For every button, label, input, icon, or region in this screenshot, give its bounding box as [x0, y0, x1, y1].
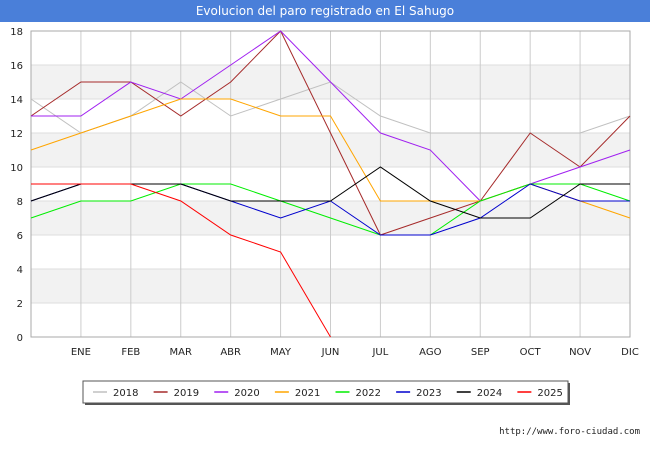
legend-label-2021: 2021 [295, 388, 320, 399]
chart-title: Evolucion del paro registrado en El Sahu… [0, 0, 650, 22]
x-tick-label: MAR [170, 347, 192, 358]
x-tick-label: ABR [220, 347, 241, 358]
y-tick-label: 6 [17, 231, 23, 242]
legend-label-2020: 2020 [234, 388, 259, 399]
x-tick-label: MAY [270, 347, 292, 358]
x-tick-label: SEP [471, 347, 490, 358]
legend-label-2024: 2024 [477, 388, 502, 399]
legend-label-2022: 2022 [356, 388, 381, 399]
legend-label-2019: 2019 [174, 388, 199, 399]
y-tick-label: 14 [10, 95, 23, 106]
x-tick-label: ENE [71, 347, 91, 358]
x-tick-label: FEB [121, 347, 140, 358]
y-tick-label: 8 [17, 197, 23, 208]
legend-box [82, 380, 569, 404]
y-tick-label: 4 [17, 265, 23, 276]
x-tick-label: JUN [321, 347, 340, 358]
y-tick-label: 2 [17, 299, 23, 310]
legend-label-2023: 2023 [416, 388, 441, 399]
series-line-2025 [31, 183, 331, 338]
y-tick-label: 10 [10, 163, 23, 174]
y-tick-label: 0 [17, 333, 23, 344]
x-tick-label: AGO [419, 347, 441, 358]
x-tick-label: JUL [371, 347, 388, 358]
source-link[interactable]: http://www.foro-ciudad.com [499, 427, 640, 437]
x-tick-label: NOV [569, 347, 591, 358]
y-tick-label: 12 [10, 129, 23, 140]
y-tick-label: 18 [10, 27, 23, 38]
legend-label-2025: 2025 [537, 388, 562, 399]
x-tick-label: OCT [520, 347, 542, 358]
legend-label-2018: 2018 [113, 388, 138, 399]
x-tick-label: DIC [621, 347, 639, 358]
y-tick-label: 16 [10, 61, 23, 72]
